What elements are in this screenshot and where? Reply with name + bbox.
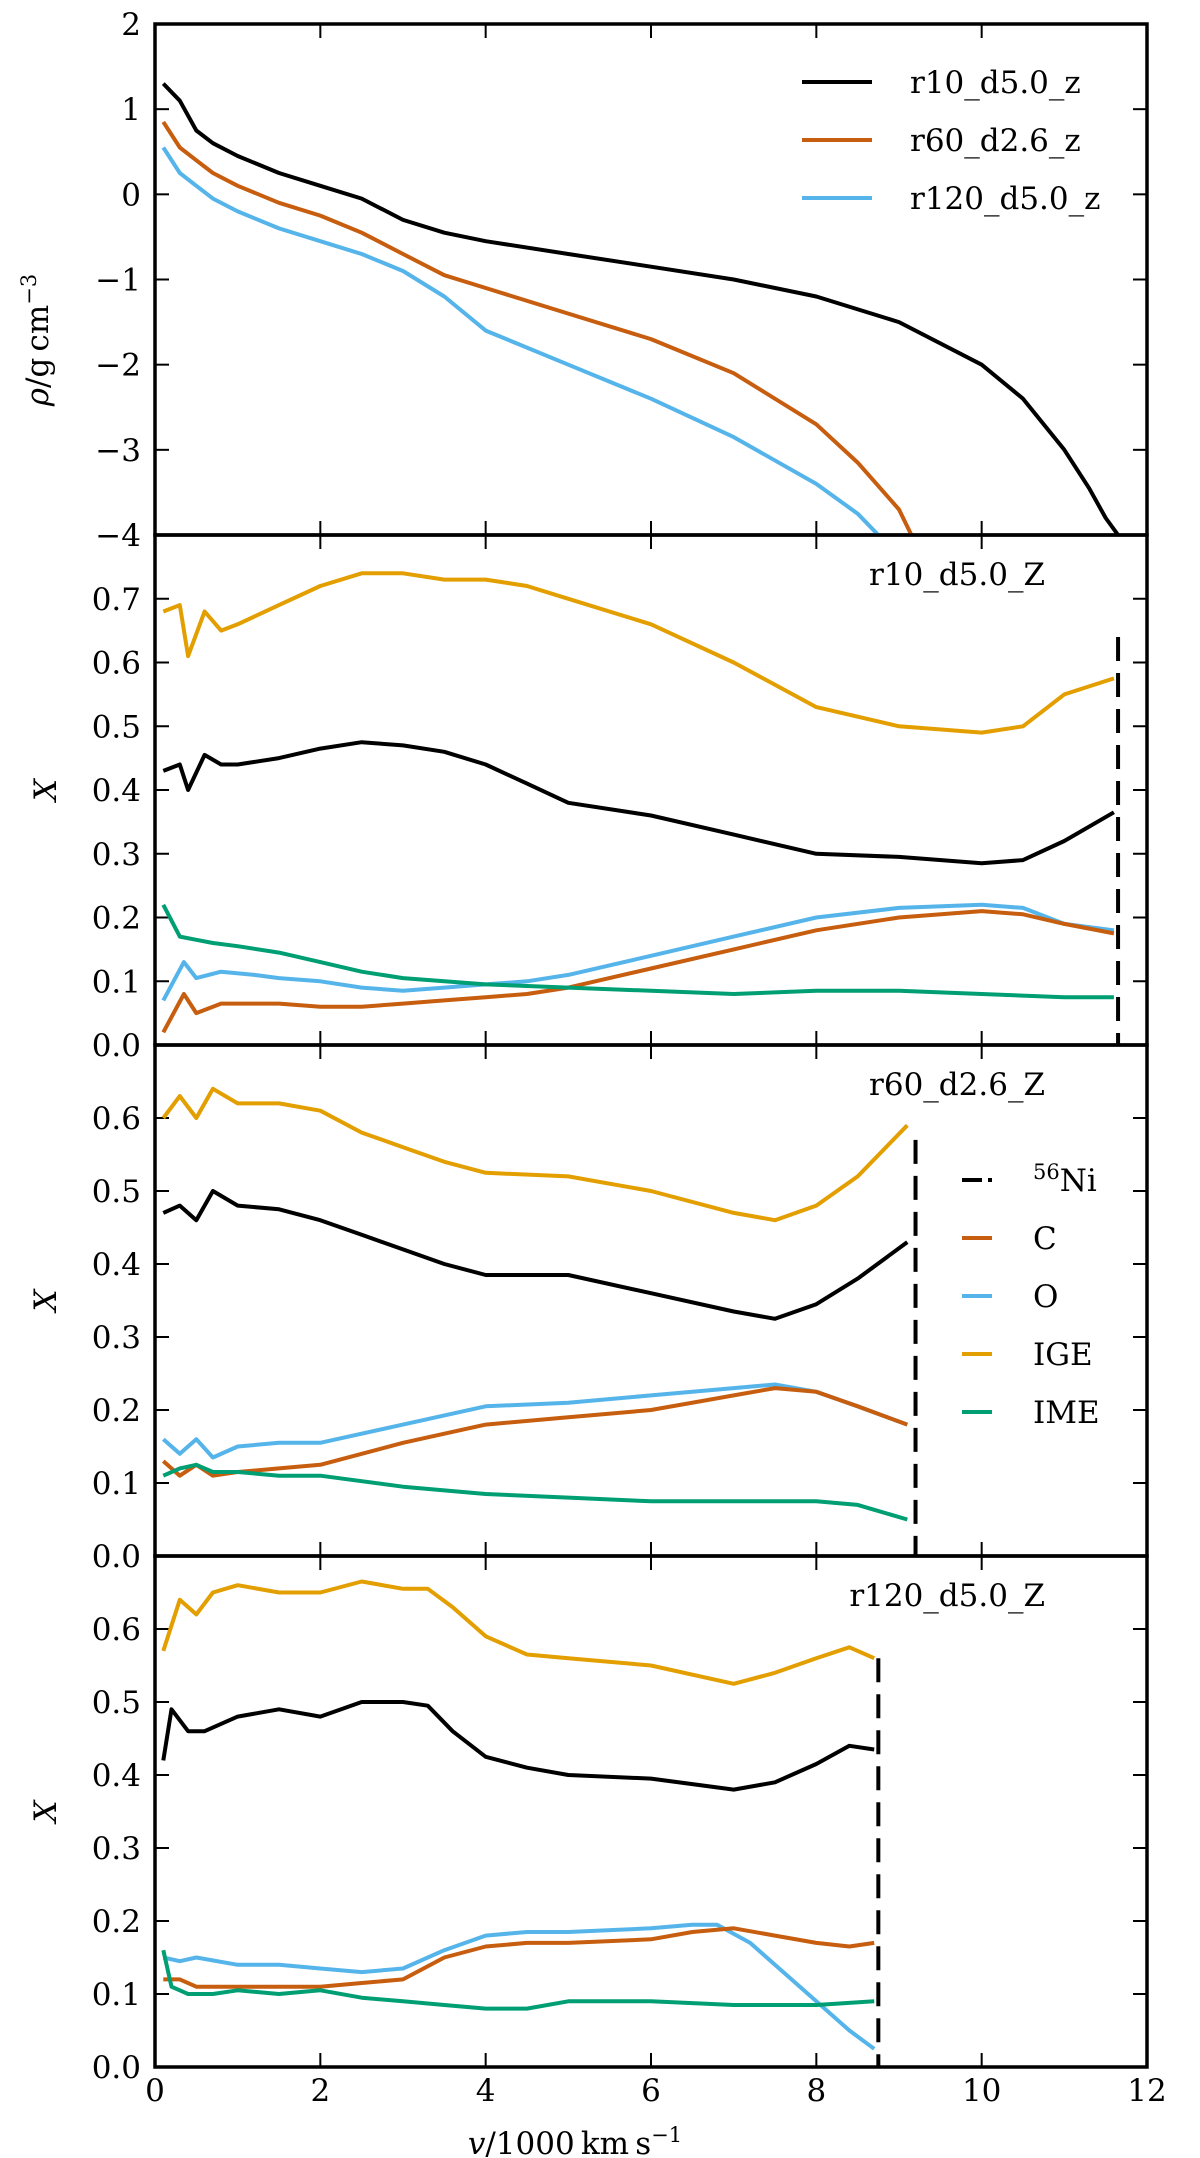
y-axis-title: X	[28, 777, 64, 803]
series-line-56ni	[162, 740, 1115, 866]
y-tick-label: 0.2	[92, 1904, 141, 1940]
panel-label: r120_d5.0_Z	[849, 1578, 1045, 1614]
y-tick-label: 0.2	[92, 1393, 141, 1429]
series-line-56ni	[161, 1700, 875, 1792]
y-tick-label: 0.6	[92, 646, 141, 682]
legend-entry-label: r10_d5.0_z	[910, 65, 1081, 101]
y-axis-title: X	[28, 1799, 64, 1825]
y-tick-label: 0.3	[92, 1831, 141, 1867]
y-tick-label: 0.7	[92, 582, 141, 618]
y-tick-label: 0.6	[92, 1612, 141, 1648]
y-tick-label: −4	[95, 518, 141, 554]
x-tick-label: 8	[806, 2073, 826, 2109]
panel-series-group	[161, 571, 1115, 1034]
y-tick-label: −1	[95, 263, 141, 299]
y-tick-label: 0.5	[92, 1685, 141, 1721]
series-line-ime	[161, 903, 1114, 1000]
y-tick-label: 0.0	[92, 2050, 141, 2086]
series-line-r10-d5-0-z	[161, 82, 1120, 535]
panel-label: r10_d5.0_Z	[869, 557, 1045, 593]
panel-series-group	[161, 1579, 876, 2051]
series-line-c	[161, 909, 1115, 1034]
x-tick-label: 10	[962, 2073, 1001, 2109]
series-line-56ni	[162, 1189, 909, 1321]
legend-entry-ime: IME	[1033, 1395, 1100, 1431]
legend-entry-superscript: 56	[1033, 1160, 1060, 1184]
density-y-axis-title-exponent: −3	[17, 274, 41, 305]
series-line-ige	[161, 1579, 876, 1686]
y-tick-label: 0.5	[92, 709, 141, 745]
series-line-o	[161, 902, 1115, 1002]
x-axis-title: v/1000 km s−1	[468, 2123, 682, 2158]
y-tick-label: 0.5	[92, 1174, 141, 1210]
x-tick-label: 6	[641, 2073, 661, 2109]
series-line-ige	[161, 1086, 909, 1223]
panel-series-group	[161, 82, 1120, 535]
y-tick-label: −3	[95, 433, 141, 469]
y-tick-label: 0	[121, 177, 141, 213]
series-line-c	[161, 1386, 908, 1478]
series-line-ime	[161, 1949, 875, 2011]
x-tick-label: 0	[145, 2073, 165, 2109]
series-line-c	[163, 1926, 875, 1989]
density-y-axis-title-text: ρ/g cm−3	[17, 274, 56, 407]
series-line-o	[162, 1922, 876, 2051]
y-tick-label: 0.3	[92, 1320, 141, 1356]
x-axis-title-exponent: −1	[651, 2123, 682, 2147]
y-tick-label: 0.4	[92, 1758, 141, 1794]
y-tick-label: 0.3	[92, 837, 141, 873]
y-tick-label: 0.0	[92, 1028, 141, 1064]
y-tick-label: 0.1	[92, 1977, 141, 2013]
panel-label: r60_d2.6_Z	[869, 1067, 1045, 1103]
x-axis-title-units: /1000 km s	[485, 2126, 651, 2158]
legend-entry-label: r120_d5.0_z	[910, 181, 1100, 217]
series-line-ige	[162, 571, 1115, 735]
y-tick-label: 0.4	[92, 1247, 141, 1283]
y-tick-label: 0.2	[92, 901, 141, 937]
y-tick-label: 0.1	[92, 1466, 141, 1502]
y-tick-label: 0.6	[92, 1101, 141, 1137]
y-tick-label: −2	[95, 348, 141, 384]
y-tick-label: 1	[121, 92, 141, 128]
x-tick-label: 4	[476, 2073, 496, 2109]
chart-panels: 210−1−2−3−4r10_d5.0_zr60_d2.6_zr120_d5.0…	[28, 7, 1167, 2109]
legend-entry-ige: IGE	[1033, 1337, 1093, 1373]
density-y-axis-title: ρ/g cm−3	[17, 274, 56, 407]
series-line-r60-d2-6-z	[161, 120, 914, 535]
panel-series-group	[161, 1086, 909, 1522]
density-y-axis-title-units: /g cm	[20, 305, 56, 388]
y-tick-label: 0.4	[92, 773, 141, 809]
legend-entry-c: C	[1033, 1221, 1057, 1257]
y-axis-title: X	[28, 1288, 64, 1314]
legend-entry-label: r60_d2.6_z	[910, 123, 1081, 159]
series-line-ime	[162, 1462, 908, 1522]
panel-r10_d5.0_Z: 0.7 0.6 0.5 0.4 0.3 0.2 0.1 0.0 r10_d5.0_Z X	[28, 533, 1149, 1064]
series-line-r120-d5-0-z	[161, 146, 880, 535]
density-legend: r10_d5.0_z r60_d2.6_z r120_d5.0_z	[802, 65, 1100, 217]
legend-entry-text: Ni	[1060, 1163, 1097, 1199]
y-tick-label: 2	[121, 7, 141, 43]
legend-entry-o: O	[1033, 1279, 1058, 1315]
y-tick-label: 0.1	[92, 964, 141, 1000]
panel-density: 2 1 0 −1 −2 −3 −4 r10_d5.0_z r60_d2.6_z r120_d5.0…	[95, 7, 1149, 554]
legend-entry-56ni: 56Ni	[1033, 1160, 1097, 1199]
panel-r60_d2.6_Z: 0.60.50.40.30.20.10.0r60_d2.6_ZX56NiCOIG…	[28, 1043, 1149, 1575]
density-y-axis-title-rho: ρ	[20, 388, 56, 407]
panel-frame	[153, 1043, 1149, 1558]
panel-r120_d5.0_Z: 0 2 4 6 8 10 12 0.6 0.5 0.4 0.3 0.2 0.1 0.0 r120_d5.0_…	[28, 1554, 1167, 2109]
x-tick-label: 12	[1127, 2073, 1166, 2109]
y-tick-label: 0.0	[92, 1539, 141, 1575]
x-axis-title-v: v	[468, 2126, 486, 2158]
x-tick-label: 2	[310, 2073, 330, 2109]
